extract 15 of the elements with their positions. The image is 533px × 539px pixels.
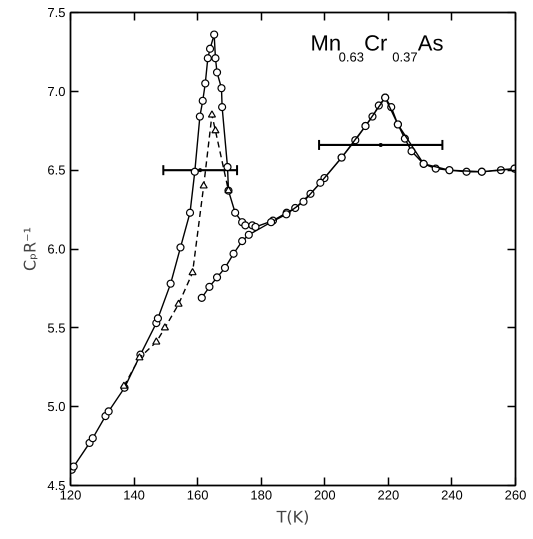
y-tick-label: 7.5 xyxy=(47,5,66,20)
x-axis-title: T(K) xyxy=(276,508,310,526)
x-tick-label: 260 xyxy=(504,488,526,502)
y-tick-label: 7.0 xyxy=(47,84,66,99)
y-tick-label: 5.0 xyxy=(47,399,66,414)
x-tick-label: 200 xyxy=(314,488,336,502)
x-tick-label: 160 xyxy=(186,488,208,502)
y-axis-title: CₚR⁻¹ xyxy=(20,227,40,271)
x-tick-label: 240 xyxy=(441,488,463,502)
y-tick-label: 5.5 xyxy=(47,320,66,336)
x-tick-label: 180 xyxy=(250,488,272,502)
y-tick-label: 6.5 xyxy=(47,162,66,178)
y-tick-label: 6.0 xyxy=(47,242,66,256)
x-tick-label: 220 xyxy=(378,488,400,502)
x-tick-label: 140 xyxy=(123,488,145,502)
